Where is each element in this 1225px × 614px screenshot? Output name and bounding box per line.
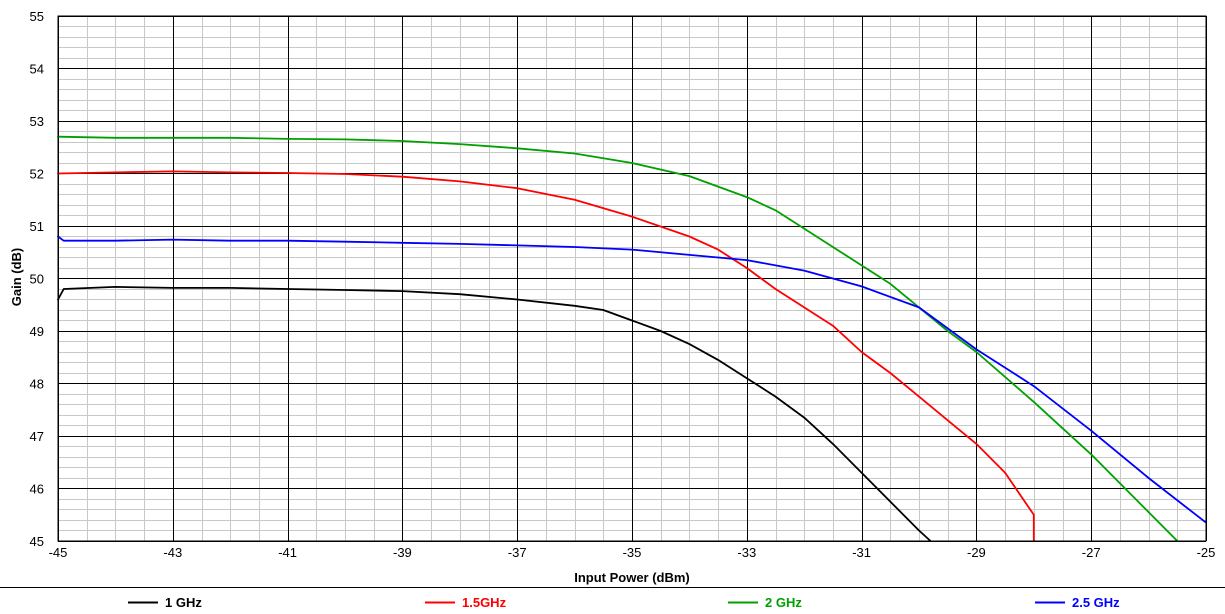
- y-tick-label: 53: [30, 114, 44, 129]
- y-tick-label: 55: [30, 9, 44, 24]
- x-tick-label: -37: [508, 545, 527, 560]
- x-tick-label: -45: [49, 545, 68, 560]
- x-axis-title: Input Power (dBm): [574, 570, 690, 585]
- x-tick-label: -33: [737, 545, 756, 560]
- series-lines: [57, 135, 1207, 542]
- series-line-2ghz: [57, 135, 1179, 542]
- legend-label: 2 GHz: [765, 595, 802, 610]
- y-tick-label: 48: [30, 377, 44, 392]
- y-tick-label: 52: [30, 167, 44, 182]
- x-tick-label: -39: [393, 545, 412, 560]
- x-tick-label: -25: [1197, 545, 1216, 560]
- x-tick-label: -43: [163, 545, 182, 560]
- y-tick-label: 49: [30, 324, 44, 339]
- plot-area-frame: [57, 15, 1207, 542]
- y-tick-label: 54: [30, 62, 44, 77]
- x-tick-label: -29: [967, 545, 986, 560]
- x-tick-label: -31: [852, 545, 871, 560]
- legend: 1 GHz 1.5GHz 2 GHz 2.5 GHz: [128, 595, 1120, 610]
- legend-label: 1 GHz: [165, 595, 202, 610]
- y-tick-label: 46: [30, 482, 44, 497]
- series-line-1ghz: [57, 286, 932, 542]
- x-tick-label: -41: [278, 545, 297, 560]
- y-axis-tick-labels: 45 46 47 48 49 50 51 52 53 54 55: [30, 9, 44, 549]
- x-tick-label: -35: [623, 545, 642, 560]
- legend-label: 1.5GHz: [462, 595, 507, 610]
- series-line-2.5ghz: [57, 235, 1207, 524]
- y-tick-label: 47: [30, 429, 44, 444]
- series-line-1.5ghz: [57, 170, 1035, 542]
- y-tick-label: 51: [30, 219, 44, 234]
- y-tick-label: 50: [30, 272, 44, 287]
- y-tick-label: 45: [30, 534, 44, 549]
- legend-label: 2.5 GHz: [1072, 595, 1120, 610]
- x-tick-label: -27: [1082, 545, 1101, 560]
- x-axis-tick-labels: -45 -43 -41 -39 -37 -35 -33 -31 -29 -27 -25: [49, 545, 1216, 560]
- y-axis-title: Gain (dB): [9, 248, 24, 307]
